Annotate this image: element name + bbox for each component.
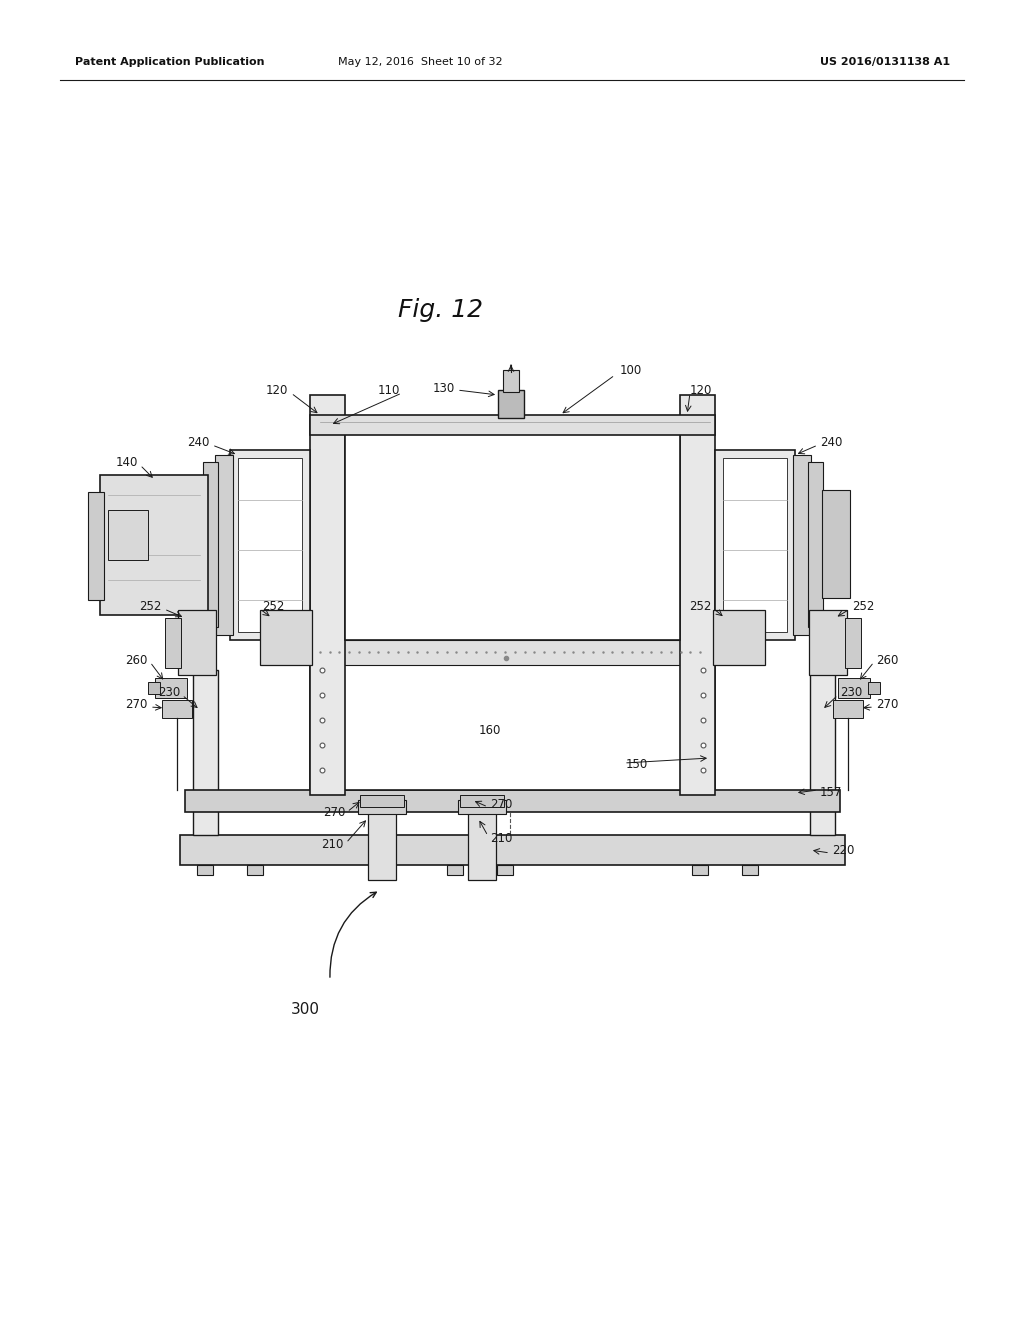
Text: 252: 252 xyxy=(139,601,162,614)
Bar xyxy=(178,610,216,675)
Bar xyxy=(368,810,396,880)
Text: 252: 252 xyxy=(262,601,285,614)
Bar xyxy=(460,795,504,807)
Text: 240: 240 xyxy=(820,436,843,449)
Text: 210: 210 xyxy=(322,838,344,851)
Bar xyxy=(148,682,160,694)
Bar xyxy=(838,678,870,698)
Bar xyxy=(715,450,795,640)
Text: 160: 160 xyxy=(479,723,501,737)
Bar xyxy=(310,414,715,436)
Text: 270: 270 xyxy=(490,799,512,812)
Text: Patent Application Publication: Patent Application Publication xyxy=(75,57,264,67)
Bar xyxy=(822,490,850,598)
Bar xyxy=(197,865,213,875)
Text: Fig. 12: Fig. 12 xyxy=(397,298,482,322)
Bar xyxy=(230,450,310,640)
Bar xyxy=(162,700,193,718)
Bar xyxy=(247,865,263,875)
Text: 260: 260 xyxy=(126,653,148,667)
Text: 120: 120 xyxy=(690,384,713,396)
Bar xyxy=(868,682,880,694)
Text: 270: 270 xyxy=(876,698,898,711)
Text: 230: 230 xyxy=(158,686,180,700)
Text: 110: 110 xyxy=(378,384,400,396)
Text: US 2016/0131138 A1: US 2016/0131138 A1 xyxy=(820,57,950,67)
Bar xyxy=(833,700,863,718)
Text: 270: 270 xyxy=(323,805,345,818)
Bar xyxy=(100,475,208,615)
Bar xyxy=(165,618,181,668)
Bar xyxy=(809,610,847,675)
Bar xyxy=(692,865,708,875)
Bar xyxy=(155,678,187,698)
Text: 300: 300 xyxy=(291,1002,319,1018)
Bar xyxy=(447,865,463,875)
Bar xyxy=(808,462,823,627)
Text: 157: 157 xyxy=(820,785,843,799)
Bar xyxy=(845,618,861,668)
Bar xyxy=(713,610,765,665)
Bar xyxy=(723,458,787,632)
Bar xyxy=(497,865,513,875)
Text: 260: 260 xyxy=(876,653,898,667)
Text: 230: 230 xyxy=(840,686,862,700)
Bar xyxy=(203,462,218,627)
Bar xyxy=(310,395,345,795)
Bar xyxy=(680,395,715,795)
Bar xyxy=(360,795,404,807)
Text: 220: 220 xyxy=(831,845,854,858)
Text: 140: 140 xyxy=(116,455,138,469)
Bar xyxy=(260,610,312,665)
Bar xyxy=(310,640,715,789)
Text: May 12, 2016  Sheet 10 of 32: May 12, 2016 Sheet 10 of 32 xyxy=(338,57,503,67)
Bar xyxy=(108,510,148,560)
Bar xyxy=(810,671,835,836)
Bar xyxy=(498,389,524,418)
Text: 240: 240 xyxy=(187,436,210,449)
Text: 120: 120 xyxy=(265,384,288,396)
Text: 210: 210 xyxy=(490,832,512,845)
Bar xyxy=(503,370,519,392)
Bar xyxy=(742,865,758,875)
Bar xyxy=(458,800,506,814)
Bar xyxy=(193,671,218,836)
Bar xyxy=(88,492,104,601)
Text: 130: 130 xyxy=(433,381,455,395)
Text: 252: 252 xyxy=(852,601,874,614)
Text: 150: 150 xyxy=(626,759,648,771)
Bar xyxy=(180,836,845,865)
Bar xyxy=(238,458,302,632)
Bar xyxy=(358,800,406,814)
Bar xyxy=(215,455,233,635)
Text: 252: 252 xyxy=(689,601,712,614)
Text: 100: 100 xyxy=(620,363,642,376)
Bar xyxy=(345,430,680,640)
Bar xyxy=(185,789,840,812)
Text: 270: 270 xyxy=(126,698,148,711)
Bar xyxy=(793,455,811,635)
Bar xyxy=(310,640,715,665)
Bar xyxy=(468,810,496,880)
